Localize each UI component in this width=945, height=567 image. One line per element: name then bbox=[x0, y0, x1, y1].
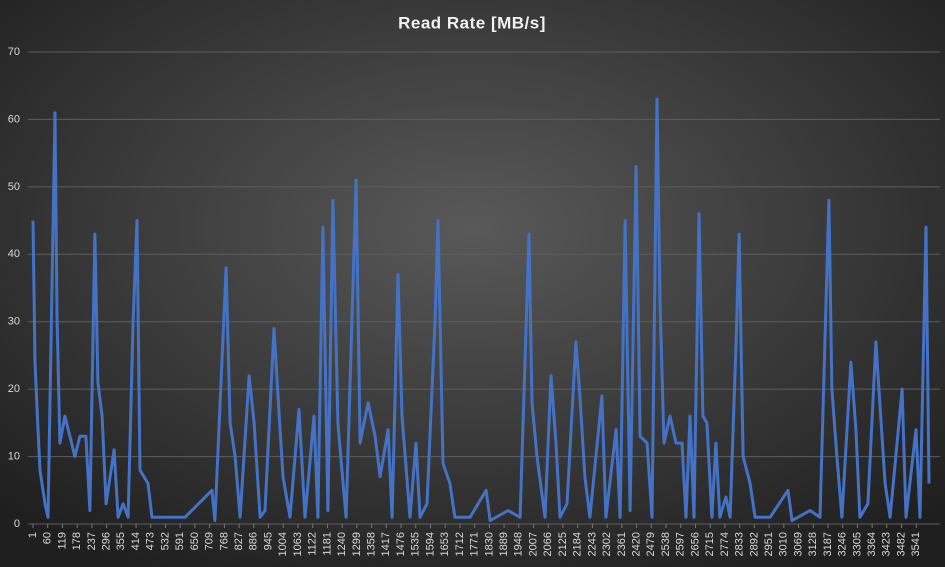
x-tick-label: 1122 bbox=[307, 532, 319, 556]
x-tick-label: 1240 bbox=[336, 532, 348, 556]
x-tick-label: 2656 bbox=[689, 532, 701, 556]
data-line bbox=[31, 97, 931, 523]
x-tick-label: 2479 bbox=[645, 532, 657, 556]
x-tick-label: 3128 bbox=[807, 532, 819, 556]
x-tick-label: 1299 bbox=[351, 532, 363, 556]
x-tick-label: 1712 bbox=[454, 532, 466, 556]
x-tick-label: 650 bbox=[189, 532, 201, 550]
x-tick-label: 591 bbox=[174, 532, 186, 550]
x-tick-label: 1771 bbox=[469, 532, 481, 556]
x-tick-label: 2715 bbox=[704, 532, 716, 556]
x-tick-label: 1594 bbox=[424, 532, 436, 556]
y-tick-label: 0 bbox=[14, 518, 20, 530]
x-tick-label: 2361 bbox=[616, 532, 628, 556]
x-tick-label: 2892 bbox=[748, 532, 760, 556]
x-tick-label: 1417 bbox=[380, 532, 392, 556]
x-tick-label: 473 bbox=[145, 532, 157, 550]
x-tick-label: 3423 bbox=[881, 532, 893, 556]
x-tick-label: 768 bbox=[218, 532, 230, 550]
x-tick-label: 827 bbox=[233, 532, 245, 550]
x-tick-label: 1948 bbox=[513, 532, 525, 556]
x-tick-label: 2007 bbox=[527, 532, 539, 556]
x-tick-label: 237 bbox=[86, 532, 98, 550]
x-tick-label: 945 bbox=[262, 532, 274, 550]
x-tick-label: 1004 bbox=[277, 532, 289, 556]
x-tick-label: 2420 bbox=[630, 532, 642, 556]
x-tick-label: 3010 bbox=[778, 532, 790, 556]
y-tick-label: 30 bbox=[8, 316, 20, 328]
x-tick-label: 2833 bbox=[734, 532, 746, 556]
x-tick-label: 119 bbox=[56, 532, 68, 550]
x-tick-label: 2243 bbox=[586, 532, 598, 556]
x-tick-label: 1476 bbox=[395, 532, 407, 556]
y-tick-label: 20 bbox=[8, 383, 20, 395]
x-tick-label: 3541 bbox=[910, 532, 922, 556]
x-tick-label: 2774 bbox=[719, 532, 731, 556]
x-tick-label: 296 bbox=[101, 532, 113, 550]
x-tick-label: 1535 bbox=[410, 532, 422, 556]
y-tick-label: 50 bbox=[8, 181, 20, 193]
x-tick-label: 355 bbox=[115, 532, 127, 550]
x-tick-label: 3305 bbox=[851, 532, 863, 556]
x-tick-label: 2302 bbox=[601, 532, 613, 556]
x-tick-label: 2066 bbox=[542, 532, 554, 556]
y-tick-label: 70 bbox=[8, 46, 20, 58]
x-tick-label: 3069 bbox=[792, 532, 804, 556]
x-tick-label: 178 bbox=[71, 532, 83, 550]
x-tick-label: 1 bbox=[27, 532, 39, 538]
x-tick-label: 1889 bbox=[498, 532, 510, 556]
x-tick-label: 1063 bbox=[292, 532, 304, 556]
x-tick-label: 532 bbox=[159, 532, 171, 550]
y-tick-label: 40 bbox=[8, 248, 20, 260]
x-tick-label: 709 bbox=[204, 532, 216, 550]
x-tick-label: 2951 bbox=[763, 532, 775, 556]
x-tick-label: 1181 bbox=[321, 532, 333, 556]
x-tick-label: 2125 bbox=[557, 532, 569, 556]
x-tick-label: 2597 bbox=[675, 532, 687, 556]
x-tick-label: 60 bbox=[42, 532, 54, 544]
x-tick-label: 1830 bbox=[483, 532, 495, 556]
x-tick-label: 1358 bbox=[365, 532, 377, 556]
x-tick-label: 414 bbox=[130, 532, 142, 550]
chart-title: Read Rate [MB/s] bbox=[398, 13, 546, 32]
x-tick-label: 3364 bbox=[866, 532, 878, 556]
x-tick-label: 886 bbox=[248, 532, 260, 550]
x-tick-label: 3246 bbox=[837, 532, 849, 556]
x-tick-label: 2184 bbox=[572, 532, 584, 556]
x-tick-label: 1653 bbox=[439, 532, 451, 556]
x-tick-label: 3482 bbox=[895, 532, 907, 556]
x-tick-label: 3187 bbox=[822, 532, 834, 556]
y-tick-label: 10 bbox=[8, 450, 20, 462]
x-tick-label: 2538 bbox=[660, 532, 672, 556]
y-tick-label: 60 bbox=[8, 113, 20, 125]
